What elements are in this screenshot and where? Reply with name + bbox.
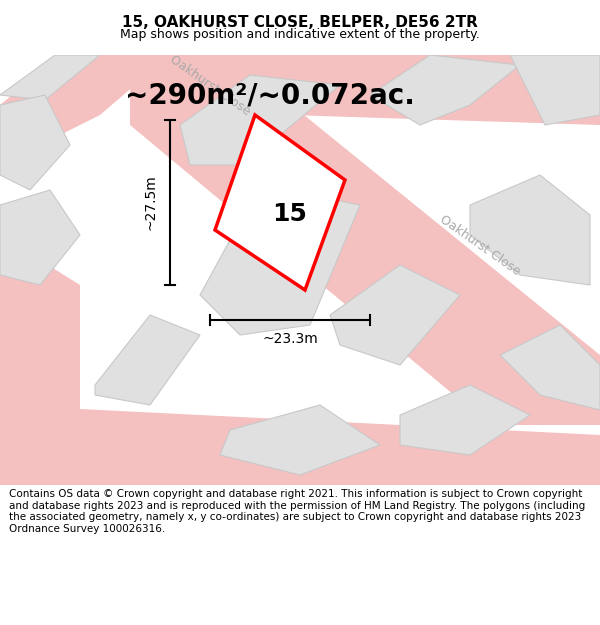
Text: Oakhurst Close: Oakhurst Close xyxy=(167,52,253,118)
Polygon shape xyxy=(500,325,600,410)
Polygon shape xyxy=(0,235,80,485)
Polygon shape xyxy=(0,190,80,285)
Text: Contains OS data © Crown copyright and database right 2021. This information is : Contains OS data © Crown copyright and d… xyxy=(9,489,585,534)
Polygon shape xyxy=(400,385,530,455)
Polygon shape xyxy=(220,405,380,475)
Polygon shape xyxy=(215,115,345,290)
Polygon shape xyxy=(0,55,100,100)
Polygon shape xyxy=(200,185,360,335)
Polygon shape xyxy=(180,75,340,165)
Text: ~27.5m: ~27.5m xyxy=(144,174,158,231)
Polygon shape xyxy=(0,405,600,485)
Polygon shape xyxy=(95,315,200,405)
Polygon shape xyxy=(200,55,600,125)
Polygon shape xyxy=(330,265,460,365)
Text: Oakhurst Close: Oakhurst Close xyxy=(437,213,523,278)
Polygon shape xyxy=(130,55,600,425)
Polygon shape xyxy=(470,175,590,285)
Text: 15: 15 xyxy=(272,202,307,226)
Polygon shape xyxy=(0,55,170,145)
Text: ~290m²/~0.072ac.: ~290m²/~0.072ac. xyxy=(125,82,415,110)
Polygon shape xyxy=(510,55,600,125)
Polygon shape xyxy=(0,95,70,190)
Polygon shape xyxy=(370,55,520,125)
Text: ~23.3m: ~23.3m xyxy=(262,332,318,346)
Text: 15, OAKHURST CLOSE, BELPER, DE56 2TR: 15, OAKHURST CLOSE, BELPER, DE56 2TR xyxy=(122,16,478,31)
Text: Map shows position and indicative extent of the property.: Map shows position and indicative extent… xyxy=(120,28,480,41)
